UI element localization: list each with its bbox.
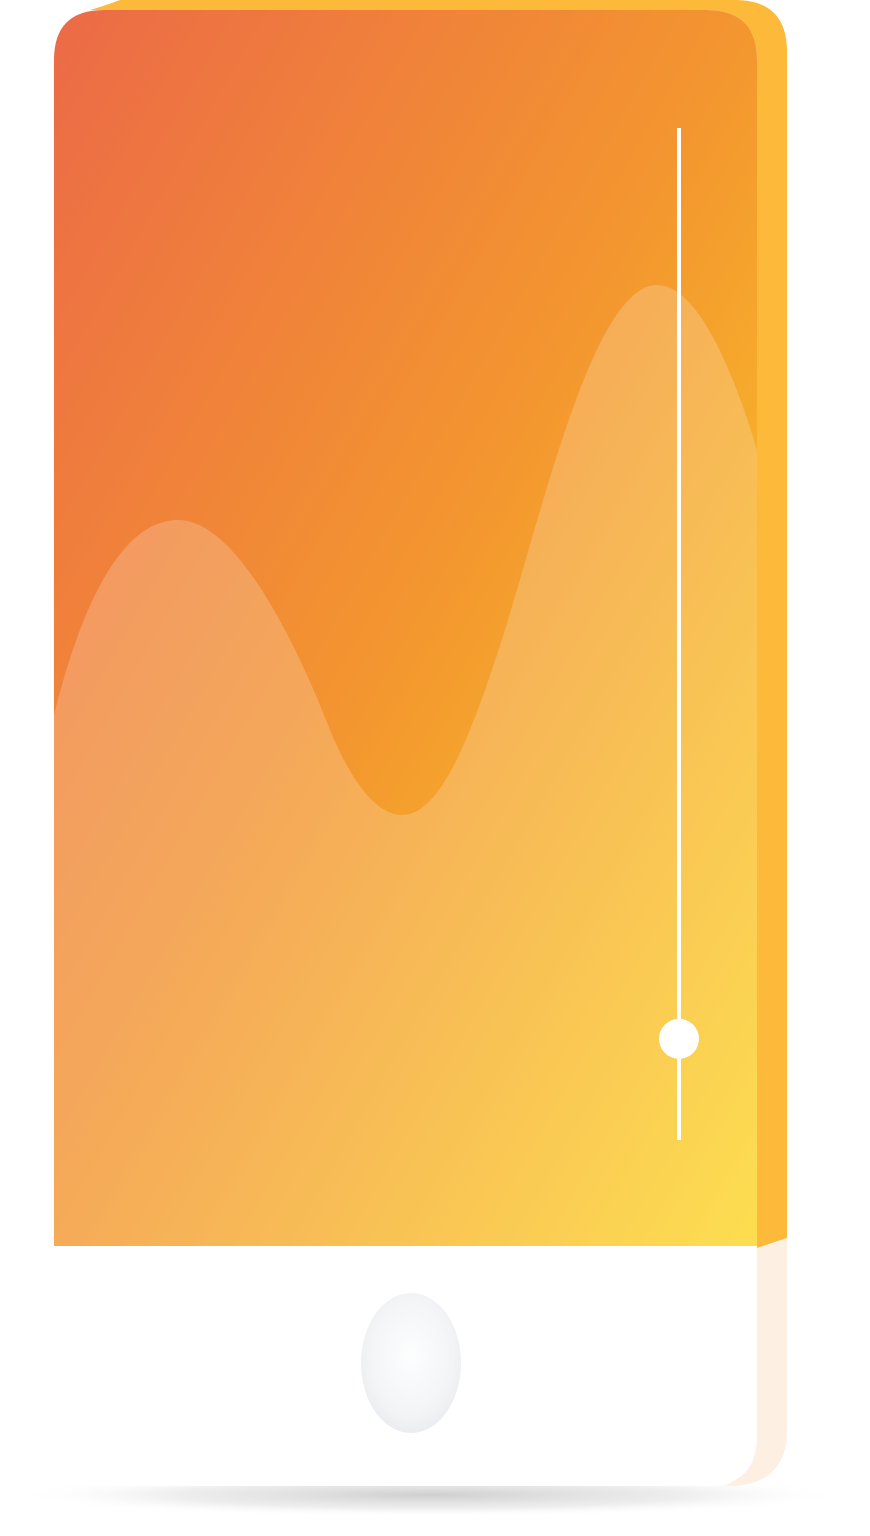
slider-track[interactable]	[677, 128, 681, 1140]
phone-side-panel-lower	[725, 1238, 787, 1486]
phone-screen	[54, 10, 757, 1246]
vertical-slider[interactable]	[659, 128, 699, 1140]
slider-thumb[interactable]	[659, 1018, 699, 1059]
home-button-icon[interactable]	[361, 1293, 461, 1433]
wave-area	[54, 285, 757, 1246]
